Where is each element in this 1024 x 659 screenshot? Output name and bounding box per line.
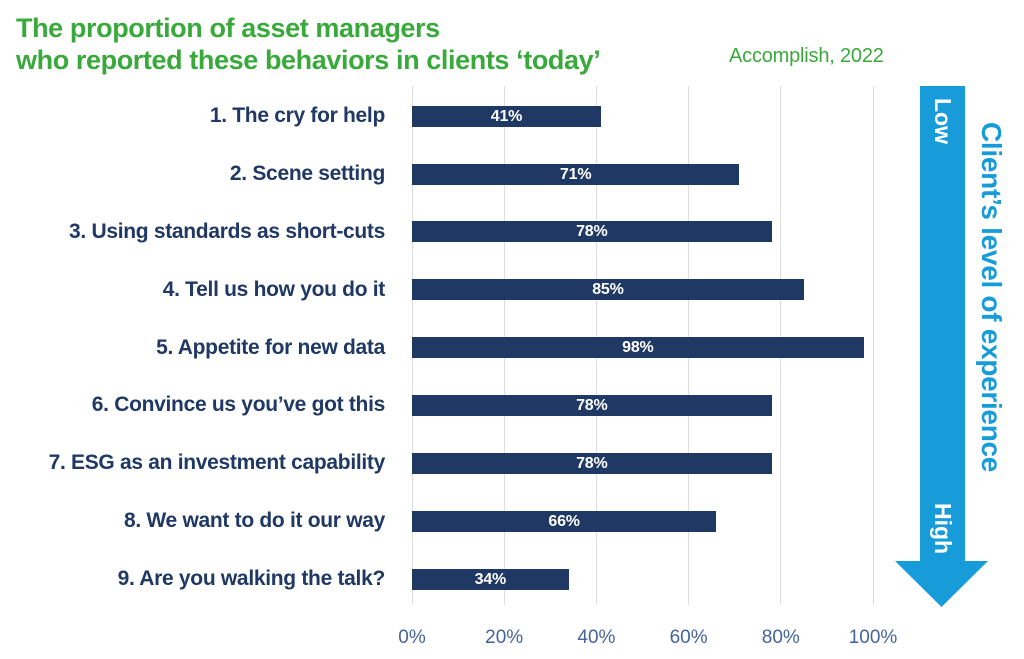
bar: 71% xyxy=(412,163,740,185)
bar-value-label: 78% xyxy=(576,396,608,414)
category-label: 7. ESG as an investment capability xyxy=(48,451,386,475)
bar: 41% xyxy=(412,105,601,127)
x-axis-tick-label: 20% xyxy=(485,627,524,648)
category-label: 3. Using standards as short-cuts xyxy=(69,219,385,243)
bar: 78% xyxy=(412,452,772,474)
bar-value-label: 71% xyxy=(559,165,592,183)
bar-value-label: 78% xyxy=(576,223,608,241)
chart-title: The proportion of asset managers who rep… xyxy=(16,12,736,76)
category-label: 2. Scene setting xyxy=(229,162,385,186)
bar-value-label: 41% xyxy=(490,107,523,125)
bar-value-label: 66% xyxy=(548,512,580,530)
x-axis-tick-label: 0% xyxy=(398,627,426,648)
gridline xyxy=(872,86,874,605)
arrow-side-label: Client’s level of experience xyxy=(976,122,1007,473)
chart-title-line2: who reported these behaviors in clients … xyxy=(16,45,601,75)
chart-title-line1: The proportion of asset managers xyxy=(16,13,440,43)
arrow-bottom-label: High xyxy=(930,503,956,555)
x-axis-tick-label: 60% xyxy=(669,627,708,648)
arrow-top-label: Low xyxy=(930,98,956,144)
experience-arrow-head xyxy=(895,561,988,607)
category-label: 9. Are you walking the talk? xyxy=(117,567,386,590)
category-label: 4. Tell us how you do it xyxy=(162,277,386,301)
bar: 34% xyxy=(412,568,569,590)
source-attribution: Accomplish, 2022 xyxy=(729,45,884,67)
category-label: 5. Appetite for new data xyxy=(156,335,385,359)
bar: 98% xyxy=(412,337,864,359)
bar-value-label: 78% xyxy=(576,454,608,472)
bar-value-label: 98% xyxy=(622,339,654,357)
bar: 78% xyxy=(412,221,772,243)
x-axis-tick-label: 80% xyxy=(761,627,800,648)
category-label: 1. The cry for help xyxy=(209,104,385,128)
category-label: 6. Convince us you’ve got this xyxy=(91,393,386,417)
bar: 78% xyxy=(412,394,772,416)
experience-arrow xyxy=(895,86,988,607)
x-axis-tick-label: 40% xyxy=(577,627,616,648)
bar: 85% xyxy=(412,279,804,301)
category-label: 8. We want to do it our way xyxy=(123,509,385,533)
experience-arrow-shaft xyxy=(920,86,965,561)
bar: 66% xyxy=(412,510,717,532)
bar-value-label: 34% xyxy=(474,570,507,588)
x-axis-tick-label: 100% xyxy=(848,627,898,648)
bar-value-label: 85% xyxy=(592,281,624,299)
